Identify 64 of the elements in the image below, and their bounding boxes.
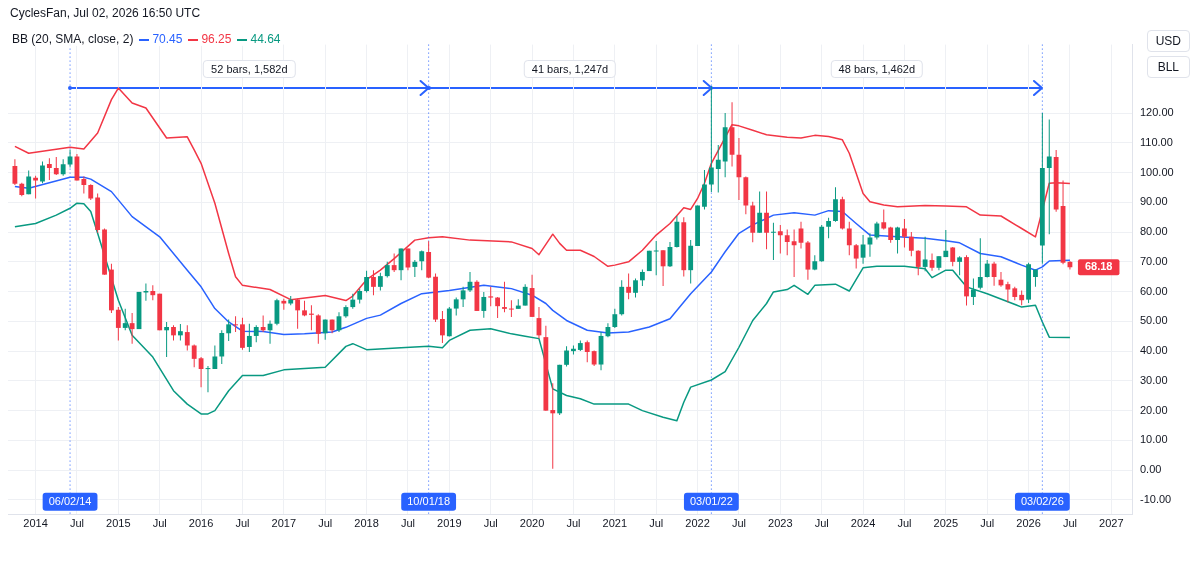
y-tick-label: -10.00 xyxy=(1140,492,1172,505)
x-tick-label: 2026 xyxy=(1016,517,1041,530)
x-tick-label: 2027 xyxy=(1099,517,1124,530)
y-tick-label: 90.00 xyxy=(1140,195,1168,208)
x-tick-label: Jul xyxy=(1062,517,1077,530)
y-tick-label: 0.00 xyxy=(1140,463,1162,476)
legend-label: 70.45 xyxy=(151,32,183,46)
ref-line-label: 06/02/14 xyxy=(48,494,92,507)
annotation: 48 bars, 1,462d xyxy=(830,59,924,78)
x-tick-label: 2021 xyxy=(602,517,628,530)
annotation: 52 bars, 1,582d xyxy=(203,59,296,78)
x-tick-label: Jul xyxy=(235,517,250,530)
x-tick-label: 2018 xyxy=(354,517,379,530)
legend-label: 96.25 xyxy=(200,32,232,46)
candlestick xyxy=(791,229,797,278)
y-tick-label: 70.00 xyxy=(1140,254,1168,267)
x-tick-label: Jul xyxy=(566,517,581,530)
candlestick xyxy=(233,316,238,333)
x-tick-label: Jul xyxy=(731,517,746,530)
x-tick-label: 2015 xyxy=(106,517,131,530)
text: BLL xyxy=(1146,56,1190,78)
x-tick-label: 2022 xyxy=(685,517,710,530)
x-tick-label: Jul xyxy=(483,517,498,530)
x-tick-label: 2023 xyxy=(768,517,793,530)
x-tick-label: Jul xyxy=(980,517,995,530)
y-tick-label: 80.00 xyxy=(1140,225,1168,238)
candlestick xyxy=(508,300,514,317)
y-tick-label: 120.00 xyxy=(1140,106,1174,119)
ref-line-label: 03/01/22 xyxy=(689,494,733,507)
x-tick-label: 2014 xyxy=(23,517,48,530)
x-tick-label: Jul xyxy=(400,517,415,530)
candlestick xyxy=(771,222,776,261)
y-tick-label: 50.00 xyxy=(1140,314,1168,327)
ref-line-label: 03/02/26 xyxy=(1020,494,1064,507)
x-tick-label: Jul xyxy=(152,517,167,530)
x-tick-label: Jul xyxy=(69,517,84,530)
y-tick-label: 20.00 xyxy=(1140,403,1168,416)
candlestick xyxy=(653,241,659,276)
candlestick xyxy=(550,383,556,469)
y-tick-label: 110.00 xyxy=(1140,135,1173,148)
y-tick-label: 100.00 xyxy=(1140,165,1174,178)
candlestick xyxy=(502,281,507,313)
candlestick xyxy=(164,321,170,358)
x-tick-label: Jul xyxy=(897,517,912,530)
text: USD xyxy=(1146,30,1190,52)
y-tick-label: 60.00 xyxy=(1140,284,1168,297)
y-tick-label: 40.00 xyxy=(1140,344,1168,357)
legend-title: BB (20, SMA, close, 2) xyxy=(12,32,134,46)
chart-title: CyclesFan, Jul 02, 2026 16:50 UTC xyxy=(10,6,201,20)
annotation: 68.18 xyxy=(1084,260,1113,273)
x-tick-label: 2019 xyxy=(437,517,462,530)
x-tick-label: Jul xyxy=(318,517,333,530)
legend-label: 44.64 xyxy=(249,32,281,46)
x-tick-label: 2025 xyxy=(933,517,959,530)
x-tick-label: Jul xyxy=(649,517,664,530)
y-tick-label: 30.00 xyxy=(1140,373,1168,386)
x-tick-label: 2024 xyxy=(850,517,876,530)
x-tick-label: Jul xyxy=(814,517,829,530)
annotation: 41 bars, 1,247d xyxy=(523,59,617,78)
y-tick-label: 10.00 xyxy=(1140,433,1168,446)
x-tick-label: 2020 xyxy=(519,517,545,530)
ref-line-label: 10/01/18 xyxy=(407,494,451,507)
x-tick-label: 2016 xyxy=(188,517,214,530)
x-tick-label: 2017 xyxy=(271,517,297,530)
